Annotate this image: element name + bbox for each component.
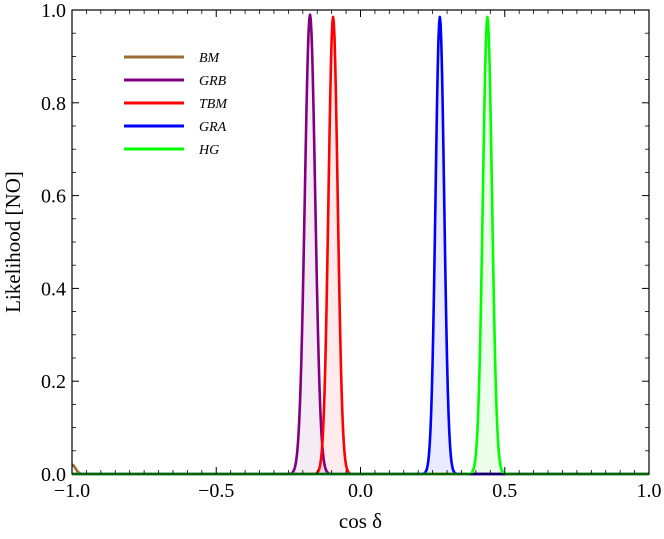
x-tick-label: −1.0 bbox=[54, 480, 90, 502]
series-line-hg bbox=[71, 15, 650, 476]
x-tick-label: −0.5 bbox=[198, 480, 234, 502]
y-tick-label: 0.4 bbox=[41, 278, 66, 300]
y-tick-label: 0.2 bbox=[41, 371, 66, 393]
series-line-tbm bbox=[71, 15, 650, 476]
legend-label-hg: HG bbox=[198, 143, 219, 158]
x-tick-label: 0.5 bbox=[492, 480, 517, 502]
series-fills bbox=[72, 14, 649, 475]
series-line-gra bbox=[71, 15, 650, 476]
series-fill-grb bbox=[72, 14, 649, 474]
y-tick-label: 1.0 bbox=[41, 0, 66, 22]
y-tick-label: 0.6 bbox=[41, 186, 66, 208]
series-fill-tbm bbox=[72, 16, 649, 475]
x-tick-label: 0.0 bbox=[348, 480, 373, 502]
legend-label-tbm: TBM bbox=[199, 97, 228, 112]
series-fill-gra bbox=[72, 16, 649, 475]
y-axis-title: Likelihood [NO] bbox=[1, 171, 25, 313]
legend-label-bm: BM bbox=[199, 51, 221, 66]
legend-label-grb: GRB bbox=[199, 74, 227, 89]
y-tick-label: 0.0 bbox=[41, 464, 66, 486]
x-axis-title: cos δ bbox=[339, 509, 382, 533]
x-tick-label: 1.0 bbox=[637, 480, 662, 502]
tick-labels: −1.0 −0.5 0.0 0.5 1.0 0.0 0.2 0.4 0.6 0.8 1.0 bbox=[41, 0, 662, 502]
axis-ticks bbox=[71, 9, 650, 475]
legend-label-gra: GRA bbox=[199, 120, 227, 135]
series-curves bbox=[71, 13, 650, 476]
series-fill-hg bbox=[72, 16, 649, 475]
legend: BM GRB TBM GRA HG bbox=[124, 51, 228, 158]
series-line-grb bbox=[71, 13, 650, 476]
y-tick-label: 0.8 bbox=[41, 93, 66, 115]
